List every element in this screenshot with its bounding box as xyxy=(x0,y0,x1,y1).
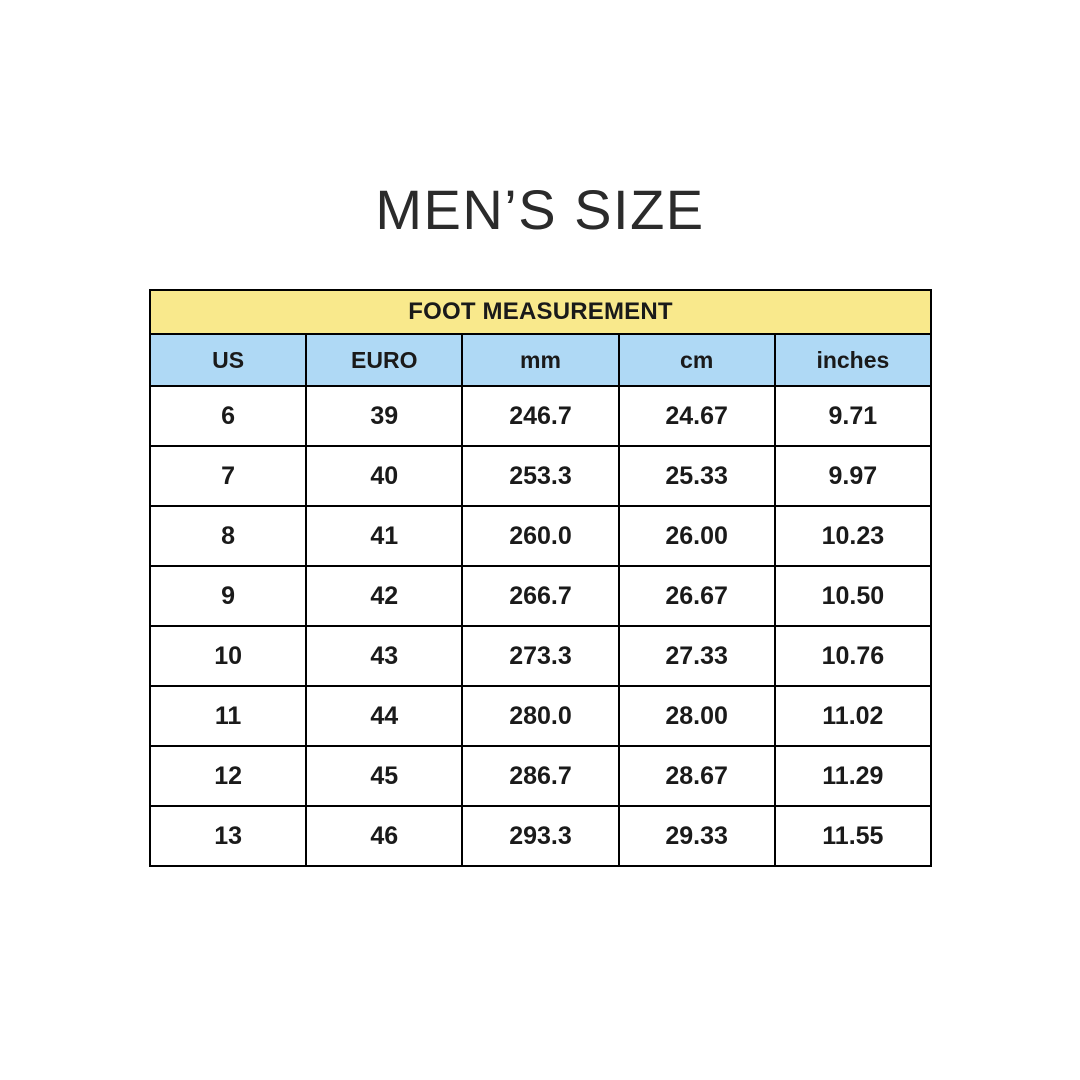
cell-euro: 45 xyxy=(305,745,464,807)
cell-cm: 26.00 xyxy=(617,505,776,567)
column-header-euro: EURO xyxy=(305,333,464,387)
table-row: 11 44 280.0 28.00 11.02 xyxy=(148,685,933,747)
cell-us: 11 xyxy=(148,685,308,747)
cell-mm: 293.3 xyxy=(461,805,620,867)
table-row: 9 42 266.7 26.67 10.50 xyxy=(148,565,933,627)
cell-mm: 253.3 xyxy=(461,445,620,507)
table-row: 8 41 260.0 26.00 10.23 xyxy=(148,505,933,567)
cell-cm: 28.00 xyxy=(617,685,776,747)
cell-inches: 9.71 xyxy=(773,385,933,447)
column-header-cm: cm xyxy=(617,333,776,387)
foot-measurement-banner: FOOT MEASUREMENT xyxy=(149,289,932,335)
cell-cm: 25.33 xyxy=(617,445,776,507)
cell-us: 7 xyxy=(148,445,308,507)
table-body: 6 39 246.7 24.67 9.71 7 40 253.3 25.33 9.97 8 41 260… xyxy=(148,385,933,867)
cell-us: 13 xyxy=(148,805,308,867)
column-header-us: US xyxy=(148,333,308,387)
cell-mm: 286.7 xyxy=(461,745,620,807)
cell-euro: 42 xyxy=(305,565,464,627)
cell-inches: 11.29 xyxy=(773,745,933,807)
cell-mm: 266.7 xyxy=(461,565,620,627)
table-banner-row: FOOT MEASUREMENT xyxy=(149,289,932,335)
cell-mm: 260.0 xyxy=(461,505,620,567)
column-header-inches: inches xyxy=(773,333,933,387)
cell-inches: 10.23 xyxy=(773,505,933,567)
cell-inches: 10.50 xyxy=(773,565,933,627)
cell-cm: 24.67 xyxy=(617,385,776,447)
table-row: 13 46 293.3 29.33 11.55 xyxy=(148,805,933,867)
cell-euro: 39 xyxy=(305,385,464,447)
cell-inches: 9.97 xyxy=(773,445,933,507)
cell-us: 10 xyxy=(148,625,308,687)
table-row: 7 40 253.3 25.33 9.97 xyxy=(148,445,933,507)
cell-inches: 10.76 xyxy=(773,625,933,687)
cell-inches: 11.55 xyxy=(773,805,933,867)
cell-euro: 40 xyxy=(305,445,464,507)
size-table-container: FOOT MEASUREMENT US EURO mm cm inches 6 39 246… xyxy=(148,289,933,867)
table-row: 12 45 286.7 28.67 11.29 xyxy=(148,745,933,807)
table-row: 10 43 273.3 27.33 10.76 xyxy=(148,625,933,687)
cell-cm: 27.33 xyxy=(617,625,776,687)
cell-euro: 46 xyxy=(305,805,464,867)
table-head: FOOT MEASUREMENT US EURO mm cm inches xyxy=(148,289,933,387)
cell-us: 6 xyxy=(148,385,308,447)
page-title: MEN’S SIZE xyxy=(375,178,705,241)
cell-mm: 246.7 xyxy=(461,385,620,447)
cell-euro: 44 xyxy=(305,685,464,747)
size-table: FOOT MEASUREMENT US EURO mm cm inches 6 39 246… xyxy=(148,289,933,867)
cell-cm: 29.33 xyxy=(617,805,776,867)
cell-cm: 28.67 xyxy=(617,745,776,807)
cell-us: 12 xyxy=(148,745,308,807)
cell-us: 8 xyxy=(148,505,308,567)
cell-euro: 41 xyxy=(305,505,464,567)
table-row: 6 39 246.7 24.67 9.71 xyxy=(148,385,933,447)
cell-cm: 26.67 xyxy=(617,565,776,627)
column-header-mm: mm xyxy=(461,333,620,387)
table-header-row: US EURO mm cm inches xyxy=(148,333,933,387)
cell-us: 9 xyxy=(148,565,308,627)
cell-mm: 273.3 xyxy=(461,625,620,687)
cell-mm: 280.0 xyxy=(461,685,620,747)
cell-euro: 43 xyxy=(305,625,464,687)
cell-inches: 11.02 xyxy=(773,685,933,747)
